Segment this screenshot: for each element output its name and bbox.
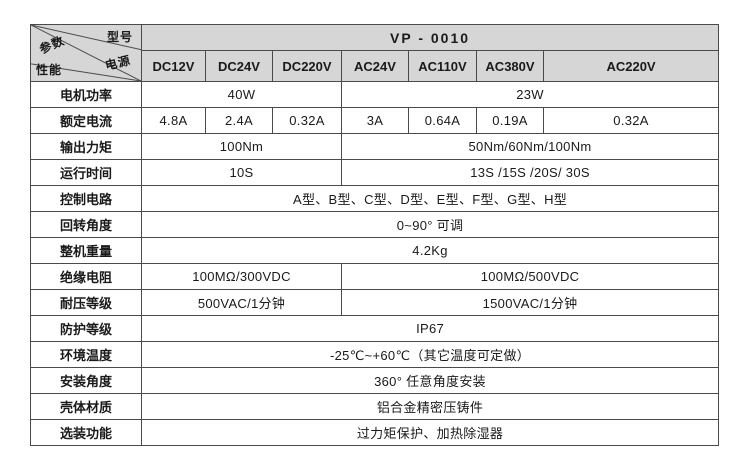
value-cell: 100MΩ/300VDC (141, 263, 342, 290)
value-cell: 铝合金精密压铸件 (140, 393, 720, 420)
voltage-header-dc24v: DC24V (205, 50, 273, 82)
row-label: 额定电流 (30, 107, 142, 134)
value-cell: 50Nm/60Nm/100Nm (340, 133, 720, 160)
model-number-cell: VP - 0010 (140, 24, 720, 51)
spec-row: 防护等级 IP67 (30, 315, 720, 342)
row-label: 电机功率 (30, 81, 142, 108)
voltage-header-ac110v: AC110V (408, 50, 477, 82)
corner-label-model: 型号 (106, 30, 133, 44)
row-label: 回转角度 (30, 211, 142, 238)
value-cell: 4.2Kg (140, 237, 720, 264)
value-cell: 0.32A (272, 107, 342, 134)
voltage-header-dc220v: DC220V (272, 50, 342, 82)
value-cell: 过力矩保护、加热除湿器 (140, 419, 720, 446)
value-cell: IP67 (140, 315, 720, 342)
spec-row: 回转角度 0~90° 可调 (30, 211, 720, 238)
value-cell: 0.64A (408, 107, 477, 134)
row-label: 壳体材质 (30, 393, 142, 420)
spec-row: 输出力矩 100Nm 50Nm/60Nm/100Nm (30, 133, 720, 160)
row-label: 整机重量 (30, 237, 142, 264)
spec-row: 选装功能 过力矩保护、加热除湿器 (30, 419, 720, 446)
value-cell: 3A (341, 107, 409, 134)
value-cell: 2.4A (205, 107, 273, 134)
value-cell: 0.19A (476, 107, 544, 134)
value-cell: -25℃~+60℃（其它温度可定做） (140, 341, 720, 368)
value-cell: 4.8A (141, 107, 206, 134)
spec-row: 整机重量 4.2Kg (30, 237, 720, 264)
spec-row: 环境温度 -25℃~+60℃（其它温度可定做） (30, 341, 720, 368)
value-cell: 100MΩ/500VDC (340, 263, 720, 290)
value-cell: 40W (141, 81, 342, 108)
spec-row: 安装角度 360° 任意角度安装 (30, 367, 720, 394)
voltage-header-row: DC12V DC24V DC220V AC24V AC110V AC380V A… (31, 50, 720, 82)
spec-row: 额定电流 4.8A 2.4A 0.32A 3A 0.64A 0.19A 0.32A (30, 107, 720, 134)
model-header-row: 型号 电源 参数 性能 VP - 0010 (30, 24, 720, 82)
spec-row: 壳体材质 铝合金精密压铸件 (30, 393, 720, 420)
value-cell: 360° 任意角度安装 (140, 367, 720, 394)
row-label: 防护等级 (30, 315, 142, 342)
row-label: 安装角度 (30, 367, 142, 394)
value-cell: 23W (340, 81, 720, 108)
row-label: 选装功能 (30, 419, 142, 446)
value-cell: A型、B型、C型、D型、E型、F型、G型、H型 (140, 185, 720, 212)
corner-label-performance: 性能 (36, 63, 63, 77)
value-cell: 100Nm (141, 133, 342, 160)
row-label: 环境温度 (30, 341, 142, 368)
row-label: 耐压等级 (30, 289, 142, 316)
diagonal-divider-lines (31, 25, 141, 81)
spec-row: 绝缘电阻 100MΩ/300VDC 100MΩ/500VDC (30, 263, 720, 290)
row-label: 输出力矩 (30, 133, 142, 160)
value-cell: 500VAC/1分钟 (141, 289, 342, 316)
value-cell: 13S /15S /20S/ 30S (340, 159, 720, 186)
row-label: 绝缘电阻 (30, 263, 142, 290)
spec-row: 耐压等级 500VAC/1分钟 1500VAC/1分钟 (30, 289, 720, 316)
voltage-header-ac380v: AC380V (476, 50, 544, 82)
value-cell: 0.32A (542, 107, 720, 134)
voltage-header-ac220v: AC220V (542, 50, 720, 82)
corner-header-cell: 型号 电源 参数 性能 (30, 24, 142, 82)
value-cell: 1500VAC/1分钟 (340, 289, 720, 316)
row-label: 控制电路 (30, 185, 142, 212)
voltage-header-dc12v: DC12V (141, 50, 206, 82)
value-cell: 0~90° 可调 (140, 211, 720, 238)
spec-table: 型号 电源 参数 性能 VP - 0010 DC12V DC24V DC220V… (30, 24, 720, 446)
spec-row: 运行时间 10S 13S /15S /20S/ 30S (30, 159, 720, 186)
value-cell: 10S (141, 159, 342, 186)
spec-row: 电机功率 40W 23W (30, 81, 720, 108)
voltage-header-ac24v: AC24V (341, 50, 409, 82)
row-label: 运行时间 (30, 159, 142, 186)
spec-row: 控制电路 A型、B型、C型、D型、E型、F型、G型、H型 (30, 185, 720, 212)
